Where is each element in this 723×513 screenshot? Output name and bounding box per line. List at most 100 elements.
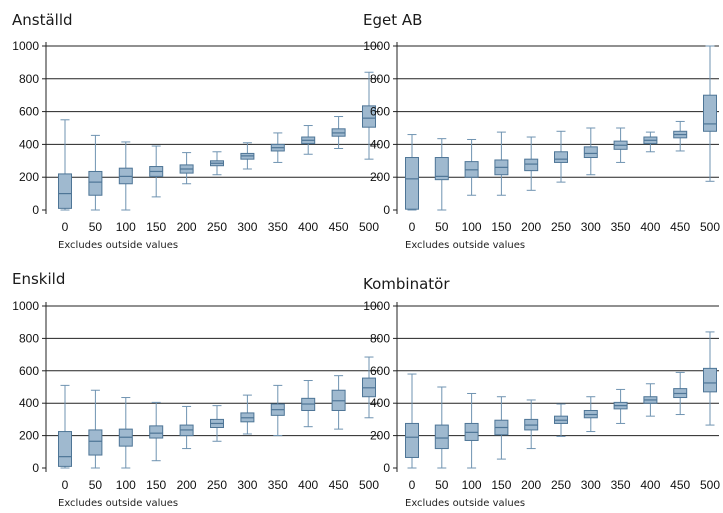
x-tick-label: 500 (700, 220, 720, 234)
excludes-note: Excludes outside values (405, 498, 525, 509)
box-100 (118, 397, 133, 469)
box-200 (524, 136, 539, 191)
panel-title: Kombinatör (363, 275, 450, 293)
y-tick-label: 400 (370, 137, 390, 151)
box-400 (643, 131, 658, 153)
box-300 (240, 142, 255, 170)
box-300 (583, 396, 598, 433)
y-tick-label: 0 (32, 461, 39, 475)
x-tick-label: 450 (329, 478, 349, 492)
y-tick-label: 400 (370, 396, 390, 410)
iqr-box (58, 431, 72, 467)
x-tick-label: 350 (611, 220, 631, 234)
x-tick-label: 150 (491, 220, 511, 234)
x-tick-label: 200 (177, 478, 197, 492)
y-tick-label: 800 (19, 331, 39, 345)
box-400 (301, 380, 316, 428)
y-tick-label: 600 (370, 105, 390, 119)
iqr-box (149, 425, 164, 439)
panel-0: Anställd 0 200 400 600 800 1000 0 50 100 150 200 250… (12, 11, 380, 251)
y-tick-label: 200 (19, 170, 39, 184)
iqr-box (524, 158, 539, 172)
x-tick-label: 200 (521, 478, 541, 492)
x-tick-label: 300 (581, 220, 601, 234)
x-tick-label: 100 (116, 478, 136, 492)
y-tick-label: 1000 (363, 39, 390, 53)
y-tick-label: 1000 (363, 299, 390, 313)
x-tick-label: 50 (89, 220, 103, 234)
panel-3: Kombinatör 0 200 400 600 800 1000 0 50 100 150 200 2… (363, 275, 720, 509)
x-tick-label: 400 (640, 220, 660, 234)
box-100 (464, 392, 479, 469)
x-tick-label: 350 (268, 478, 288, 492)
y-tick-label: 200 (370, 429, 390, 443)
x-tick-label: 150 (491, 478, 511, 492)
x-tick-label: 450 (670, 220, 690, 234)
box-450 (331, 375, 346, 430)
x-tick-label: 0 (409, 478, 416, 492)
y-tick-label: 400 (19, 137, 39, 151)
x-tick-label: 300 (237, 220, 257, 234)
panel-2: Enskild 0 200 400 600 800 1000 0 50 100 150 200 250 3… (12, 270, 380, 509)
box-250 (210, 405, 224, 442)
y-tick-label: 0 (32, 203, 39, 217)
iqr-box (88, 170, 103, 196)
excludes-note: Excludes outside values (58, 498, 178, 509)
x-tick-label: 50 (435, 220, 449, 234)
box-150 (149, 401, 164, 462)
x-tick-label: 100 (116, 220, 136, 234)
box-300 (583, 127, 598, 176)
y-tick-label: 0 (383, 461, 390, 475)
iqr-box (434, 424, 449, 450)
panel-title: Eget AB (363, 11, 422, 29)
box-400 (301, 125, 316, 155)
box-450 (673, 120, 688, 152)
x-tick-label: 300 (581, 478, 601, 492)
x-tick-label: 200 (521, 220, 541, 234)
box-500 (362, 356, 376, 419)
panel-1: Eget AB 0 200 400 600 800 1000 0 50 100 150 200 250 3… (363, 11, 720, 251)
box-100 (464, 138, 479, 196)
box-450 (673, 371, 688, 416)
x-tick-label: 500 (359, 478, 379, 492)
iqr-box (362, 105, 376, 128)
iqr-box (434, 157, 449, 181)
x-tick-label: 250 (551, 478, 571, 492)
x-tick-label: 100 (462, 478, 482, 492)
box-350 (613, 127, 628, 163)
x-tick-label: 500 (700, 478, 720, 492)
x-tick-label: 250 (551, 220, 571, 234)
box-500 (703, 331, 717, 426)
box-200 (179, 405, 194, 450)
box-350 (270, 132, 285, 163)
box-150 (494, 396, 509, 460)
x-tick-label: 50 (89, 478, 103, 492)
box-50 (88, 134, 103, 211)
box-100 (118, 141, 133, 211)
iqr-box (88, 429, 103, 456)
x-tick-label: 350 (611, 478, 631, 492)
box-350 (270, 384, 285, 437)
box-250 (554, 403, 568, 437)
x-tick-label: 400 (298, 220, 318, 234)
iqr-box (405, 157, 419, 210)
y-tick-label: 600 (19, 364, 39, 378)
x-tick-label: 0 (62, 220, 69, 234)
x-tick-label: 300 (237, 478, 257, 492)
x-tick-label: 250 (207, 220, 227, 234)
box-150 (494, 131, 509, 196)
excludes-note: Excludes outside values (58, 240, 178, 251)
box-0 (58, 119, 72, 211)
y-tick-label: 800 (370, 72, 390, 86)
x-tick-label: 250 (207, 478, 227, 492)
box-250 (210, 151, 224, 176)
box-200 (179, 152, 194, 185)
excludes-note: Excludes outside values (405, 240, 525, 251)
box-0 (405, 373, 419, 469)
iqr-box (703, 94, 717, 132)
box-50 (434, 386, 449, 469)
x-tick-label: 500 (359, 220, 379, 234)
y-tick-label: 400 (19, 396, 39, 410)
x-tick-label: 100 (462, 220, 482, 234)
box-0 (405, 134, 419, 211)
